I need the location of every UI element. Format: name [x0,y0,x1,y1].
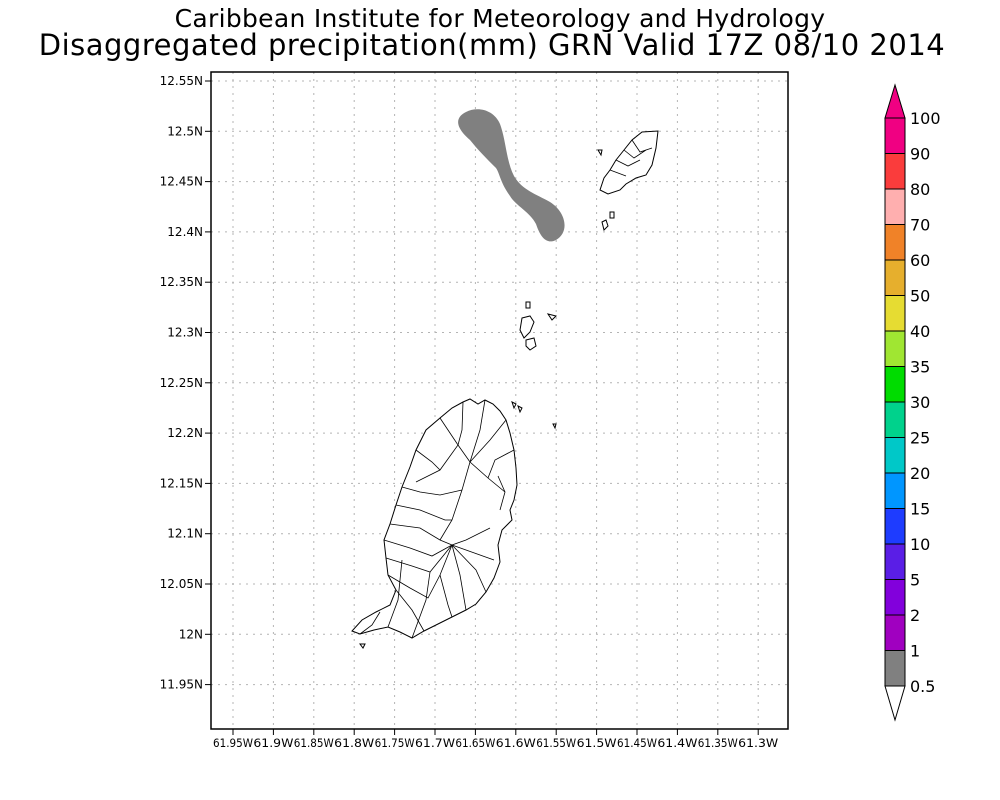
lat-tick-label: 12.15N [160,476,203,490]
colorbar-level-label: 25 [910,429,930,448]
precip-band [458,109,565,242]
colorbar-swatch [884,543,906,580]
colorbar-swatch [884,117,906,154]
lat-tick-label: 12.25N [160,376,203,390]
lon-tick-label: 61.35W [698,736,738,750]
map-frame [210,71,789,730]
colorbar-level-label: 1 [910,642,920,661]
colorbar-level-label: 10 [910,535,930,554]
colorbar-level-label: 50 [910,287,930,306]
colorbar-under-triangle [884,685,906,722]
carriacou-islands [597,130,659,231]
colorbar-swatch [884,650,906,687]
lon-tick-label: 61.75W [375,736,415,750]
colorbar-level-label: 40 [910,322,930,341]
colorbar-level-label: 2 [910,606,920,625]
map-gridlines [211,72,788,729]
colorbar-swatch [884,259,906,296]
institute-title: Caribbean Institute for Meteorology and … [174,4,826,33]
lat-tick-label: 12.2N [167,426,203,440]
colorbar-swatch [884,579,906,616]
product-title: Disaggregated precipitation(mm) GRN Vali… [38,28,946,62]
grenada-island [351,398,518,639]
lon-tick-label: 61.6W [496,736,536,750]
colorbar-level-label: 5 [910,571,920,590]
colorbar-level-label: 0.5 [910,677,935,696]
lat-tick-label: 12.55N [160,74,203,88]
lat-tick-label: 12.4N [167,225,203,239]
colorbar-swatch [884,153,906,190]
lon-tick-label: 61.45W [617,736,657,750]
colorbar-level-label: 80 [910,180,930,199]
colorbar-swatch [884,401,906,438]
colorbar-level-label: 15 [910,500,930,519]
lat-tick-label: 11.95N [160,678,203,692]
lat-tick-label: 12.1N [167,527,203,541]
colorbar-swatch [884,330,906,367]
colorbar-swatch [884,188,906,225]
colorbar-swatch [884,508,906,545]
colorbar-level-label: 90 [910,145,930,164]
colorbar-swatch [884,295,906,332]
colorbar-level-label: 20 [910,464,930,483]
colorbar-level-label: 30 [910,393,930,412]
lon-tick-label: 61.55W [536,736,576,750]
lat-tick-label: 12.05N [160,577,203,591]
lat-tick-label: 12.45N [160,175,203,189]
lat-tick-label: 12.35N [160,275,203,289]
lon-tick-label: 61.9W [253,736,293,750]
lon-tick-label: 61.85W [294,736,334,750]
longitude-axis: 61.95W 61.9W 61.85W 61.8W 61.75W 61.7W 61.65W 6… [213,729,778,750]
colorbar-level-label: 35 [910,358,930,377]
lon-tick-label: 61.8W [334,736,374,750]
colorbar-level-label: 100 [910,109,941,128]
lon-tick-label: 61.4W [657,736,697,750]
lon-tick-label: 61.65W [455,736,495,750]
lon-tick-label: 61.5W [577,736,617,750]
grenadine-islets [359,301,557,649]
colorbar-swatch [884,614,906,651]
lon-tick-label: 61.95W [213,736,253,750]
lat-tick-label: 12.5N [167,124,203,138]
lon-tick-label: 61.3W [738,736,778,750]
colorbar-swatch [884,437,906,474]
colorbar-swatch [884,366,906,403]
colorbar-swatch [884,472,906,509]
colorbar-level-label: 60 [910,251,930,270]
colorbar-swatch [884,224,906,261]
colorbar-level-label: 70 [910,216,930,235]
latitude-axis: 12.55N 12.5N 12.45N 12.4N 12.35N 12.3N 12.25N 1… [160,74,211,692]
colorbar-over-triangle [884,83,906,119]
lat-tick-label: 12.3N [167,326,203,340]
lon-tick-label: 61.7W [415,736,455,750]
lat-tick-label: 12N [179,627,203,641]
